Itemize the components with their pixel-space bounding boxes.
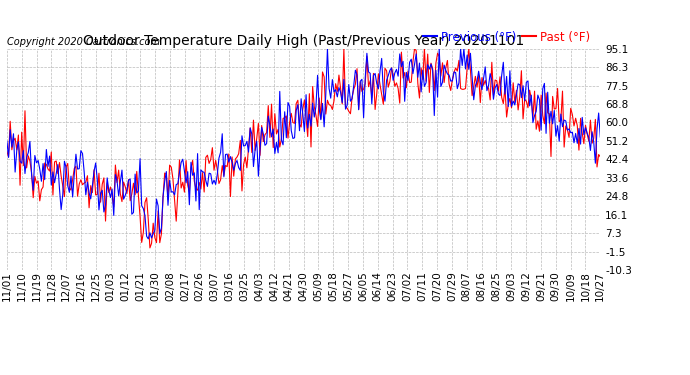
Title: Outdoor Temperature Daily High (Past/Previous Year) 20201101: Outdoor Temperature Daily High (Past/Pre… — [83, 34, 524, 48]
Legend: Previous (°F), Past (°F): Previous (°F), Past (°F) — [418, 26, 594, 48]
Text: Copyright 2020 Cartronics.com: Copyright 2020 Cartronics.com — [7, 37, 160, 46]
